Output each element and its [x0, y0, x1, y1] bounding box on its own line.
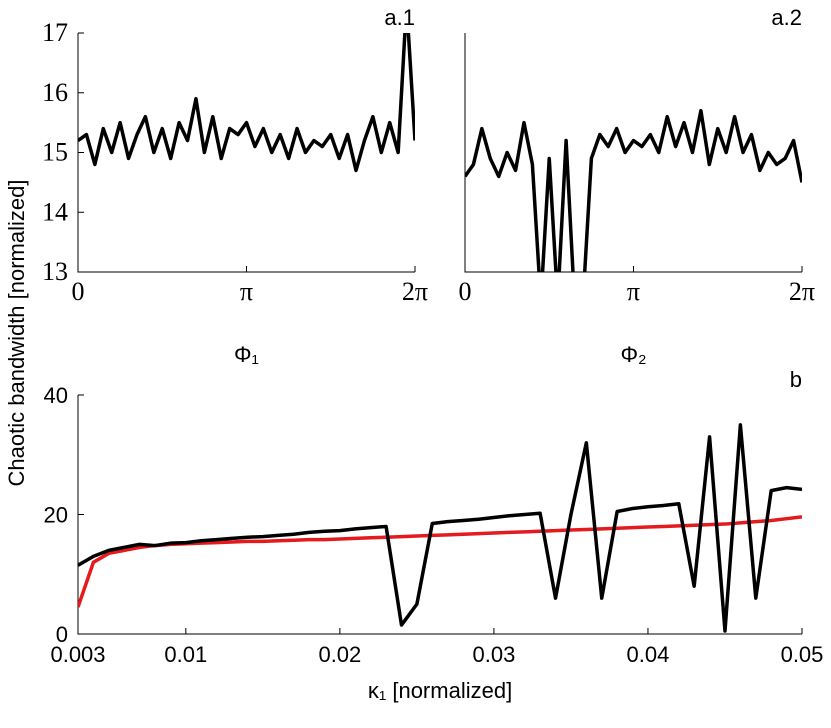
data-line	[78, 515, 802, 608]
x-tick-label: 0	[72, 277, 85, 306]
x-tick-label: 2π	[789, 277, 815, 306]
data-line	[78, 423, 802, 633]
x-axis-label: Φ₂	[620, 342, 646, 367]
data-line	[78, 33, 415, 173]
y-tick-label: 13	[42, 257, 68, 286]
x-tick-label: 0.04	[627, 642, 670, 667]
y-tick-label: 14	[42, 197, 68, 226]
y-tick-label: 16	[42, 78, 68, 107]
x-tick-label: π	[627, 277, 640, 306]
y-tick-label: 17	[42, 18, 68, 47]
y-tick-label: 40	[44, 383, 68, 408]
axes	[77, 395, 802, 635]
x-tick-label: 0.01	[164, 642, 207, 667]
panel-title: a.1	[384, 5, 415, 30]
x-tick-label: 2π	[402, 277, 428, 306]
x-tick-label: 0.03	[473, 642, 516, 667]
panel-title: a.2	[771, 5, 802, 30]
x-axis-label: κ₁ [normalized]	[368, 678, 512, 703]
x-tick-label: 0.02	[318, 642, 361, 667]
x-axis-label: Φ₁	[234, 342, 259, 367]
x-tick-label: 0.05	[781, 642, 824, 667]
axes	[464, 33, 802, 273]
x-tick-label: π	[240, 277, 253, 306]
x-tick-label: 0	[459, 277, 472, 306]
y-tick-label: 15	[42, 138, 68, 167]
y-tick-label: 20	[44, 503, 68, 528]
panel-title: b	[790, 367, 802, 392]
y-tick-label: 0	[56, 622, 68, 647]
y-axis-label: Chaotic bandwidth [normalized]	[4, 180, 29, 487]
data-line	[465, 108, 802, 272]
x-tick-label: 0.003	[50, 642, 105, 667]
